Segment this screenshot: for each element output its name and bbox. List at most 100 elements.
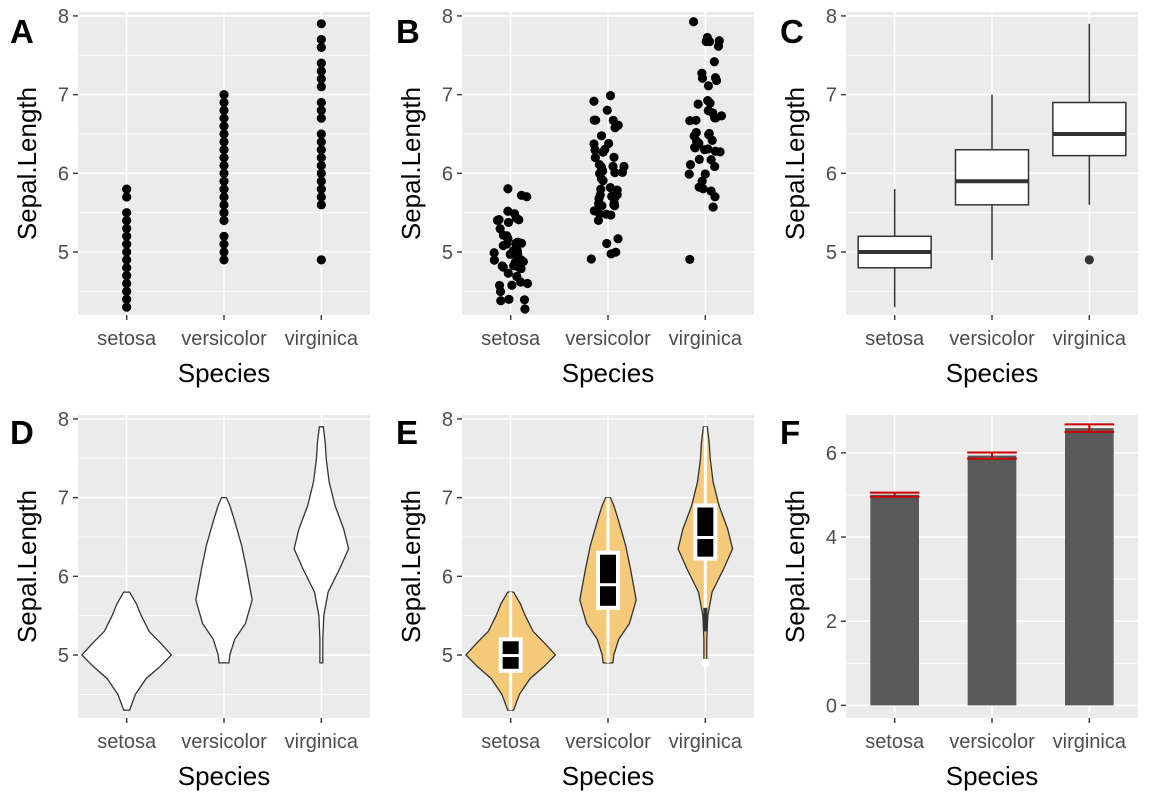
data-point [316,113,326,123]
data-point [316,74,326,84]
y-tick-label: 5 [442,242,453,264]
x-tick-label: virginica [669,328,743,350]
data-point [709,57,719,67]
data-point [122,263,132,273]
data-point [586,254,596,264]
data-point [316,137,326,147]
data-point [684,169,694,179]
data-point [219,90,229,100]
data-point [693,99,703,109]
data-point [219,145,229,155]
data-point [497,261,507,271]
panel-F: 0 2 4 6 setosa versicolor virginica Species Sepa… [780,414,1138,791]
x-axis-title: Species [178,761,271,791]
data-point [509,261,519,271]
x-tick-label: virginica [669,731,743,753]
data-point [503,268,513,278]
y-tick-label: 6 [58,566,69,588]
data-point [595,209,605,219]
y-tick-label: 8 [58,409,69,431]
data-point [706,155,716,165]
data-point [605,91,616,101]
data-point [219,215,229,226]
inner-box-outlier [701,658,710,668]
data-point [316,66,326,76]
y-tick-label: 7 [442,488,453,510]
y-tick-label: 2 [826,611,837,633]
data-point [697,176,707,186]
data-point [610,201,620,211]
data-point [316,255,326,265]
data-point [516,264,526,274]
data-point [503,184,513,194]
y-tick-label: 6 [826,163,837,185]
data-point [219,160,229,171]
data-point [219,152,229,163]
data-point [122,255,132,265]
violin-body [195,496,253,664]
data-point [122,271,132,281]
x-axis-title: Species [946,358,1039,388]
data-point [685,159,696,170]
data-point [516,277,526,287]
data-point [219,231,229,241]
x-tick-label: versicolor [565,731,651,753]
data-point [219,184,229,194]
panel-tag: D [10,414,34,451]
data-point [714,36,724,46]
data-point [316,168,326,178]
data-point [489,255,499,265]
panel-tag: E [396,414,418,451]
data-point [219,129,229,139]
inner-box-upper [502,641,519,655]
data-point [511,239,521,249]
data-point [503,217,514,228]
data-point [610,168,620,178]
data-point [316,82,326,92]
x-tick-label: virginica [285,731,359,753]
panel-D: 5 6 7 8 setosa versicolor virginica Species Sepa… [10,409,370,791]
data-point [316,42,326,53]
panel-C: 5 6 7 8 setosa versicolor virginica Species Sepa… [780,6,1138,388]
data-point [589,96,599,106]
data-point [489,248,499,258]
data-point [522,192,532,202]
data-point [122,247,132,257]
panel-E: 5 6 7 8 setosa versicolor virginica Species Sepa… [396,409,754,791]
data-point [602,105,612,115]
y-tick-label: 6 [826,443,837,465]
data-point [316,129,326,139]
y-axis-title: Sepal.Length [396,490,426,643]
data-point [706,186,716,196]
data-point [122,223,132,234]
data-point [708,202,718,212]
x-tick-label: versicolor [181,328,267,350]
violin-body [293,426,350,664]
data-point [316,105,326,115]
x-tick-label: versicolor [949,731,1035,753]
data-point [316,145,326,155]
data-point [219,97,229,108]
data-point [710,113,720,123]
inner-box-lower [697,538,714,557]
y-axis-title: Sepal.Length [12,490,42,643]
data-point [316,176,326,186]
x-tick-label: virginica [285,328,359,350]
data-point [122,192,132,202]
data-point [316,192,326,202]
box-body [1052,101,1127,157]
x-tick-label: versicolor [181,731,267,753]
bar [967,455,1017,706]
x-tick-label: setosa [481,731,541,753]
data-point [219,137,229,147]
y-tick-label: 5 [826,242,837,264]
x-axis-title: Species [178,358,271,388]
inner-box-upper [600,554,616,584]
data-point [316,58,326,68]
data-point [596,131,607,141]
data-point [507,280,517,290]
data-point [122,215,132,226]
data-point [590,152,601,163]
data-point [609,152,619,162]
data-point [122,278,132,289]
